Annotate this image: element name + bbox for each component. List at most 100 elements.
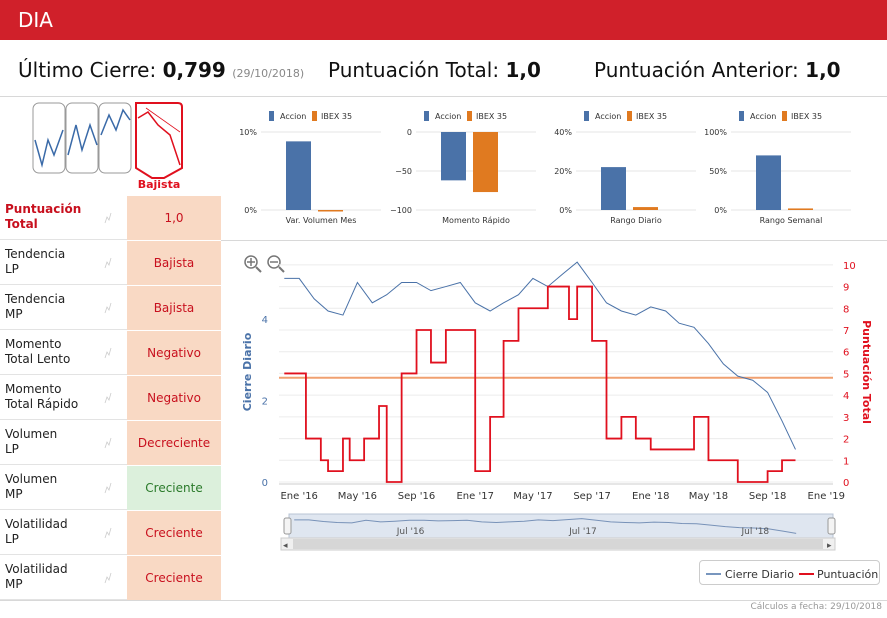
legend-ibex-label: IBEX 35: [791, 112, 822, 121]
legend-ibex-swatch: [782, 111, 787, 121]
indicator-label: Tendencia MP: [5, 292, 100, 322]
indicator-value: Negativo: [127, 376, 221, 420]
x-tick-label: May '17: [513, 491, 552, 502]
scrollbar-thumb[interactable]: [293, 539, 823, 549]
left-axis-title: Cierre Diario: [241, 332, 254, 411]
price-series-line: [284, 261, 796, 450]
sparkline-icon: [104, 437, 112, 449]
downtrend-icon: [135, 102, 183, 179]
indicator-label-1: Volatilidad: [5, 517, 68, 531]
bar: [318, 210, 343, 212]
chart-xlabel: Var. Volumen Mes: [286, 216, 357, 225]
x-tick-label: May '16: [338, 491, 377, 502]
mini-bar-charts: Accion IBEX 35 10% 0% Var. Volumen Mes Accion…: [239, 111, 851, 225]
indicator-label-2: LP: [5, 442, 19, 456]
bar: [788, 208, 813, 210]
left-tick-label: 2: [262, 397, 268, 408]
indicator-row: Tendencia MP Bajista: [0, 286, 221, 330]
indicator-value: Creciente: [127, 556, 221, 600]
indicator-label-2: LP: [5, 262, 19, 276]
indicator-row: Momento Total Lento Negativo: [0, 331, 221, 375]
legend-accion-label: Accion: [280, 112, 306, 121]
indicator-label-2: LP: [5, 532, 19, 546]
right-tick-label: 4: [843, 391, 849, 402]
right-tick-label: 0: [843, 478, 849, 489]
right-tick-label: 5: [843, 369, 849, 380]
indicator-row: Puntuación Total 1,0: [0, 196, 221, 240]
zoom-out-icon-handle[interactable]: [278, 266, 285, 273]
trend-box: [32, 102, 66, 174]
x-tick-label: Ene '17: [456, 491, 493, 502]
sparkline-icon: [104, 347, 112, 359]
indicator-label-2: MP: [5, 487, 23, 501]
total-score-value: 1,0: [505, 58, 541, 82]
indicator-label-2: MP: [5, 307, 23, 321]
indicator-label: Momento Total Rápido: [5, 382, 100, 412]
right-tick-label: 10: [843, 261, 856, 272]
bar: [473, 132, 498, 193]
tick-label: 0: [407, 128, 412, 137]
indicator-label-1: Puntuación: [5, 202, 82, 216]
indicator-value: Bajista: [127, 241, 221, 285]
indicator-label-1: Volatilidad: [5, 562, 68, 576]
indicator-value: Negativo: [127, 331, 221, 375]
divider: [0, 600, 887, 601]
legend-ibex-label: IBEX 35: [636, 112, 667, 121]
last-close-value: 0,799: [162, 58, 226, 82]
tick-label: 50%: [709, 167, 727, 176]
zoom-out-icon[interactable]: [267, 255, 281, 269]
legend-accion-label: Accion: [750, 112, 776, 121]
tick-label: 0%: [559, 206, 572, 215]
scroll-right-icon[interactable]: ▸: [827, 541, 832, 551]
legend-ibex-swatch: [312, 111, 317, 121]
last-close-date: (29/10/2018): [232, 67, 305, 80]
navigator-handle-left[interactable]: [283, 517, 292, 535]
navigator-tick-label: Jul '16: [396, 527, 425, 537]
total-score-summary: Puntuación Total: 1,0: [328, 58, 541, 82]
trend-icon: [67, 122, 98, 156]
x-tick-label: Sep '18: [749, 491, 787, 502]
bar: [633, 207, 658, 210]
left-tick-label: 4: [262, 315, 268, 326]
main-line-chart: 0 1 2 3 4 5 6 7 8 9 10 0 2 4 Cierre Diario Puntuación T…: [241, 255, 873, 551]
zoom-in-icon-handle[interactable]: [255, 266, 262, 273]
right-tick-label: 1: [843, 456, 849, 467]
zoom-in-icon[interactable]: [244, 255, 258, 269]
downtrend-guide: [145, 107, 181, 133]
indicator-label-1: Momento: [5, 382, 62, 396]
navigator-tick-label: Jul '18: [741, 527, 770, 537]
tick-label: 40%: [554, 128, 572, 137]
tick-label: 0%: [714, 206, 727, 215]
legend-price-label: Cierre Diario: [725, 568, 794, 581]
sparkline-icon: [104, 212, 112, 224]
navigator-handle-right[interactable]: [827, 517, 836, 535]
indicator-label-1: Volumen: [5, 427, 58, 441]
sparkline-icon: [104, 572, 112, 584]
indicator-label: Volatilidad LP: [5, 517, 100, 547]
tick-label: 10%: [239, 128, 257, 137]
indicator-label: Tendencia LP: [5, 247, 100, 277]
divider: [0, 96, 887, 97]
legend-ibex-swatch: [467, 111, 472, 121]
indicator-label-2: Total Lento: [5, 352, 71, 366]
sparkline-icon: [104, 527, 112, 539]
scroll-left-icon[interactable]: ◂: [283, 541, 288, 551]
trend-icon: [34, 129, 64, 168]
chart-xlabel: Rango Diario: [610, 216, 662, 225]
right-tick-label: 6: [843, 348, 849, 359]
indicator-label-2: Total Rápido: [5, 397, 79, 411]
indicator-label-1: Tendencia: [5, 292, 66, 306]
navigator-tick-label: Jul '17: [568, 527, 597, 537]
right-tick-label: 2: [843, 435, 849, 446]
indicator-label: Volumen LP: [5, 427, 100, 457]
trend-badge: Bajista: [138, 178, 181, 191]
legend-accion-label: Accion: [595, 112, 621, 121]
indicator-value: Creciente: [127, 511, 221, 555]
indicator-row: Volumen LP Decreciente: [0, 421, 221, 465]
indicator-label: Volumen MP: [5, 472, 100, 502]
indicator-label: Volatilidad MP: [5, 562, 100, 592]
indicator-label-1: Tendencia: [5, 247, 66, 261]
chart-legend[interactable]: Cierre Diario Puntuación: [699, 560, 880, 585]
indicator-row: Volumen MP Creciente: [0, 466, 221, 510]
previous-score-label: Puntuación Anterior:: [594, 58, 799, 82]
